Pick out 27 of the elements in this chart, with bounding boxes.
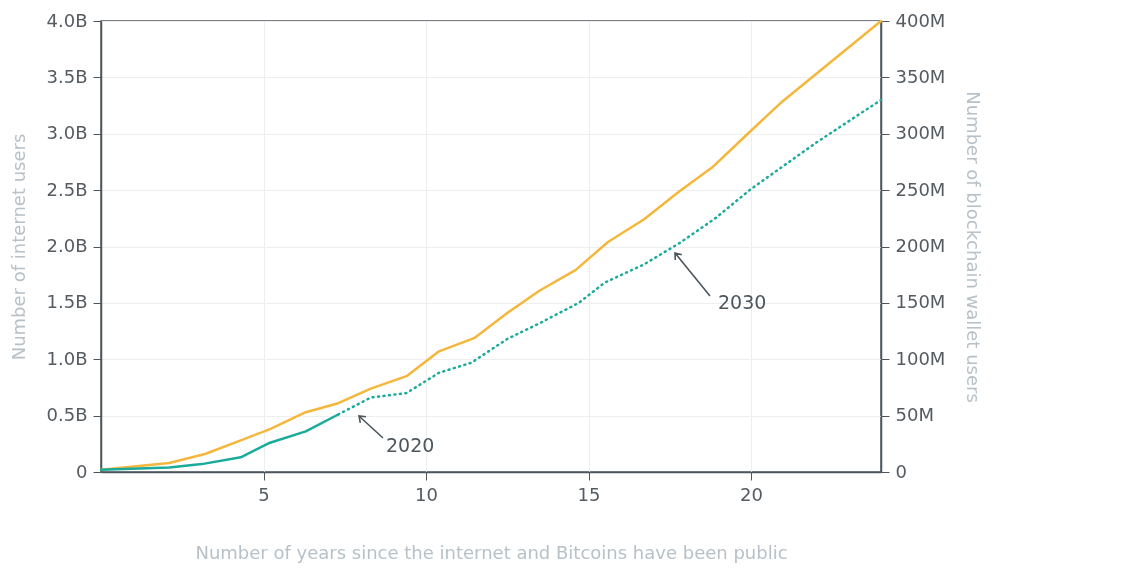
- x-axis-title: Number of years since the internet and Bitcoins have been public: [195, 541, 788, 563]
- y2-axis-title: Number of blockchain wallet users: [963, 91, 985, 403]
- annotation: 2030: [718, 291, 767, 313]
- y-tick-label: 2.5B: [46, 178, 88, 200]
- x-tick-label: 20: [740, 483, 763, 505]
- y2-tick-label: 400M: [895, 9, 946, 31]
- x-tick-label: 5: [258, 483, 270, 505]
- annotation: 2020: [386, 434, 435, 456]
- y-tick-label: 3.5B: [46, 65, 88, 87]
- y-tick-label: 0.5B: [46, 404, 88, 426]
- y2-tick-label: 50M: [895, 404, 934, 426]
- y2-tick-label: 100M: [895, 347, 946, 369]
- y2-tick-label: 150M: [895, 291, 946, 313]
- y2-tick-label: 300M: [895, 122, 946, 144]
- y-tick-label: 0: [76, 460, 88, 482]
- y-tick-label: 1.5B: [46, 291, 88, 313]
- y-tick-label: 3.0B: [46, 122, 88, 144]
- x-tick-label: 10: [415, 483, 438, 505]
- y-tick-label: 4.0B: [46, 9, 88, 31]
- y-axis-title: Number of internet users: [7, 133, 29, 361]
- y-tick-label: 1.0B: [46, 347, 88, 369]
- y-tick-label: 2.0B: [46, 235, 88, 256]
- y2-tick-label: 250M: [895, 178, 946, 200]
- x-tick-label: 15: [577, 483, 601, 505]
- y2-tick-label: 0: [895, 460, 907, 482]
- y2-tick-label: 350M: [895, 65, 946, 87]
- y2-tick-label: 200M: [895, 235, 946, 256]
